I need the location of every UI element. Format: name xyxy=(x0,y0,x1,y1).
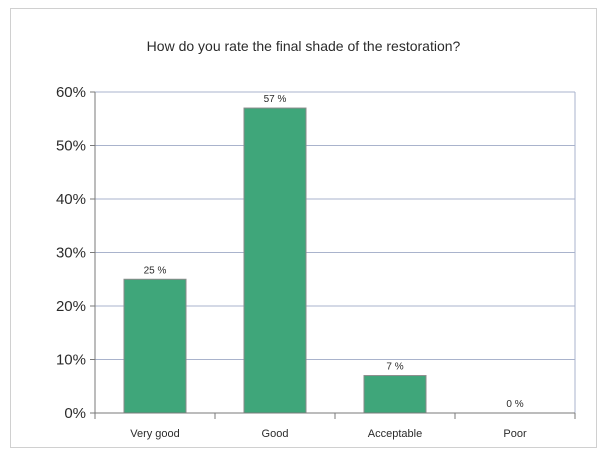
chart-title: How do you rate the final shade of the r… xyxy=(146,38,461,54)
data-label: 25 % xyxy=(144,265,167,276)
y-tick-label: 0% xyxy=(64,405,86,422)
axes xyxy=(90,91,576,419)
y-tick-label: 10% xyxy=(56,352,86,369)
bar-good xyxy=(243,107,307,414)
y-tick-label: 20% xyxy=(56,298,86,315)
y-tick-label: 30% xyxy=(56,245,86,262)
bar-very-good xyxy=(123,278,187,414)
x-tick-label: Very good xyxy=(130,428,180,440)
data-label: 57 % xyxy=(264,94,287,105)
y-tick-label: 50% xyxy=(56,138,86,155)
y-tick-label: 40% xyxy=(56,191,86,208)
x-tick-label: Acceptable xyxy=(368,428,422,440)
data-label: 0 % xyxy=(506,399,523,410)
x-tick-label: Poor xyxy=(503,428,527,440)
x-tick-label: Good xyxy=(262,428,289,440)
bars xyxy=(123,107,427,414)
y-tick-label: 60% xyxy=(56,84,86,101)
data-label: 7 % xyxy=(386,362,403,373)
bar-acceptable xyxy=(363,375,427,414)
labels: 0% 10% 20% 30% 40% 50% 60% 25 % Very good 57 % Goo… xyxy=(56,84,527,440)
